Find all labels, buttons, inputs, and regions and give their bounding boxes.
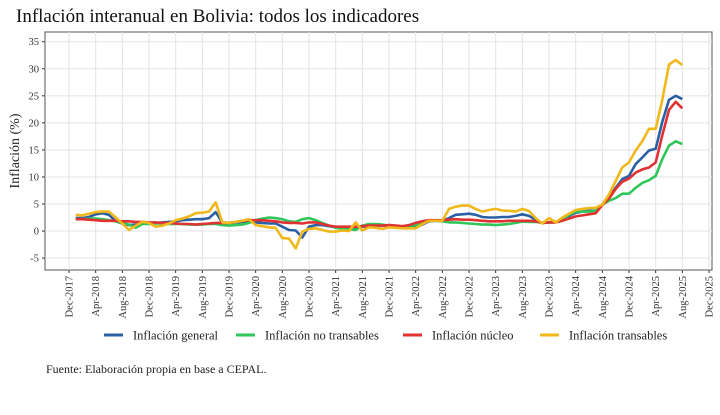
x-tick-label: Aug-2023 [518, 276, 529, 319]
legend-item: Inflación núcleo [403, 329, 514, 343]
x-tick-label: Dec-2022 [465, 276, 476, 317]
x-tick-label: Aug-2021 [358, 276, 369, 319]
x-tick-label: Aug-2018 [118, 276, 129, 319]
x-tick-label: Dec-2024 [625, 275, 636, 317]
y-tick-label: 25 [29, 91, 40, 102]
x-axis-ticks: Dec-2017 Apr-2018 Aug-2018 Dec-2018 Apr-2019… [65, 270, 716, 319]
legend-item: Inflación transables [540, 329, 667, 343]
series-lines [75, 58, 684, 250]
x-tick-label: Aug-2024 [598, 275, 609, 318]
x-tick-label: Dec-2019 [225, 276, 236, 317]
x-tick-label: Apr-2024 [571, 275, 582, 316]
legend-label: Inflación transables [569, 329, 667, 343]
legend-label: Inflación núcleo [432, 329, 514, 343]
y-tick-label: -5 [30, 254, 39, 265]
x-tick-label: Aug-2019 [198, 276, 209, 319]
gridlines [45, 32, 712, 270]
series-line-inflacion-nucleo [75, 100, 684, 228]
x-tick-label: Dec-2020 [305, 276, 316, 317]
y-tick-label: 35 [29, 37, 40, 48]
x-tick-label: Dec-2025 [705, 276, 716, 317]
series-line-inflacion-transables [75, 58, 684, 250]
y-tick-label: 5 [34, 200, 39, 211]
legend-item: Inflación general [104, 329, 219, 343]
x-tick-label: Apr-2019 [171, 276, 182, 317]
y-axis-ticks: -5 0 5 10 15 20 25 30 35 [29, 37, 45, 265]
chart-title: Inflación interanual en Bolivia: todos l… [16, 6, 419, 27]
x-tick-label: Apr-2022 [411, 276, 422, 317]
y-tick-label: 20 [29, 118, 40, 129]
source-caption: Fuente: Elaboración propia en base a CEP… [46, 362, 267, 376]
x-tick-label: Aug-2022 [438, 276, 449, 319]
x-tick-label: Apr-2023 [491, 276, 502, 317]
x-tick-label: Aug-2020 [278, 276, 289, 319]
y-tick-label: 0 [34, 227, 39, 238]
x-tick-label: Apr-2020 [251, 276, 262, 317]
legend-item: Inflación no transables [236, 329, 379, 343]
x-tick-label: Dec-2023 [545, 276, 556, 317]
y-axis-label: Inflación (%) [8, 113, 23, 188]
x-tick-label: Apr-2018 [91, 276, 102, 317]
y-tick-label: 15 [29, 145, 40, 156]
x-tick-label: Dec-2018 [145, 276, 156, 317]
plot-panel [44, 31, 713, 271]
x-tick-label: Dec-2017 [65, 276, 76, 317]
y-tick-label: 30 [29, 64, 40, 75]
legend-label: Inflación no transables [265, 329, 379, 343]
y-tick-label: 10 [29, 172, 40, 183]
legend: Inflación general Inflación no transables… [104, 329, 667, 343]
x-tick-label: Apr-2025 [651, 276, 662, 317]
legend-label: Inflación general [133, 329, 219, 343]
x-tick-label: Aug-2025 [678, 276, 689, 319]
x-tick-label: Dec-2021 [385, 276, 396, 317]
x-tick-label: Apr-2021 [331, 276, 342, 317]
